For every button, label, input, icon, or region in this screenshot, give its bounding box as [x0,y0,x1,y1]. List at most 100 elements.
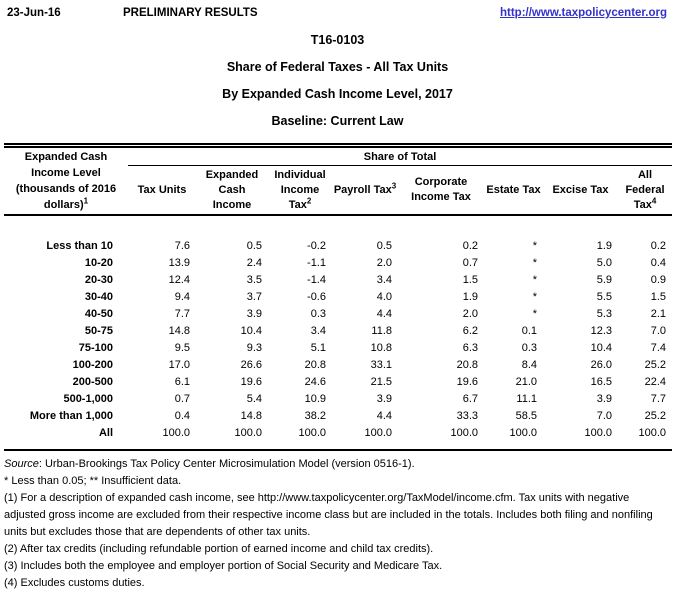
header-line: All [637,168,653,181]
cell-value: 58.5 [515,409,537,422]
superscript: 1 [83,196,89,206]
cell-value: 5.9 [596,273,612,286]
cell-value: -1.4 [307,273,326,286]
cell-value: * [532,273,537,286]
cell-value: 4.0 [376,290,392,303]
cell-value: 3.4 [376,273,392,286]
cell-value: 20.8 [456,358,478,371]
cell-value: 3.9 [596,392,612,405]
cell-value: 21.5 [370,375,392,388]
cell-value: 7.7 [174,307,190,320]
cell-value: 3.7 [246,290,262,303]
col-header-corporate-income-tax: Corporate Income Tax [398,165,484,216]
cell-value: 0.3 [521,341,537,354]
table-row: 40-50 7.7 3.9 0.3 4.4 2.0 * 5.3 2.1 [4,305,672,322]
header-line: Income [212,198,252,211]
footnote-4: (4) Excludes customs duties. [4,577,145,589]
table-row: 10-20 13.9 2.4 -1.1 2.0 0.7 * 5.0 0.4 [4,254,672,271]
table-row: Less than 10 7.6 0.5 -0.2 0.5 0.2 * 1.9 0.2 [4,237,672,254]
cell-value: 5.1 [310,341,326,354]
header-line: Tax2 [288,195,312,211]
cell-value: 22.4 [644,375,667,388]
income-row-label: 20-30 [84,273,113,286]
cell-value: 5.5 [596,290,612,303]
cell-value: 6.2 [462,324,478,337]
cell-value: 5.3 [596,307,612,320]
header-line: Tax4 [633,195,657,211]
cell-value: 2.0 [462,307,478,320]
cell-value: 0.3 [310,307,326,320]
income-row-label: 200-500 [72,375,113,388]
footnote-2: (2) After tax credits (including refunda… [4,543,434,555]
income-row-label: 30-40 [84,290,113,303]
header-line: Expanded [205,168,259,181]
cell-value: 13.9 [168,256,190,269]
cell-value: 11.8 [371,324,392,337]
cell-value: 38.2 [304,409,326,422]
cell-value: 24.6 [304,375,326,388]
income-row-label: 40-50 [84,307,113,320]
cell-value: 100.0 [450,426,478,439]
income-row-label: Less than 10 [46,239,113,252]
cell-value: 19.6 [456,375,478,388]
cell-value: 0.4 [174,409,190,422]
cell-value: 3.5 [246,273,262,286]
income-row-label: 50-75 [84,324,113,337]
header-line: Individual [274,168,326,181]
cell-value: 0.7 [174,392,190,405]
spacer-row [4,441,672,450]
table-row: 200-500 6.1 19.6 24.6 21.5 19.6 21.0 16.5 22.4 [4,373,672,390]
cell-value: 1.5 [462,273,478,286]
table-row: More than 1,000 0.4 14.8 38.2 4.4 33.3 58.5 7.0… [4,407,672,424]
source-text: : Urban-Brookings Tax Policy Center Micr… [38,458,415,470]
preliminary-results-label: PRELIMINARY RESULTS [123,7,258,19]
cell-value: -0.6 [307,290,326,303]
cell-value: 10.9 [304,392,326,405]
cell-value: 2.4 [246,256,262,269]
superscript: 3 [391,180,397,190]
cell-value: 100.0 [509,426,537,439]
header-line: (thousands of 2016 [15,183,117,195]
col-header-expanded-cash-income: Expanded Cash Income [196,165,268,216]
cell-value: 5.0 [596,256,612,269]
cell-value: 0.7 [462,256,478,269]
title-block: T16-0103 Share of Federal Taxes - All Ta… [0,27,675,135]
cell-value: 8.4 [521,358,537,371]
income-row-label: All [98,426,113,439]
cell-value: 3.9 [376,392,392,405]
cell-value: 26.6 [240,358,262,371]
cell-value: * [532,307,537,320]
table-row: 100-200 17.0 26.6 20.8 33.1 20.8 8.4 26.0 25.2 [4,356,672,373]
cell-value: 1.9 [596,239,612,252]
date-text: 23-Jun-16 [7,7,61,19]
income-row-label: 75-100 [78,341,113,354]
baseline-label: Baseline: Current Law [271,114,404,128]
cell-value: 10.4 [590,341,612,354]
cell-value: 20.8 [304,358,326,371]
cell-value: 12.4 [168,273,190,286]
footnote-1: (1) For a description of expanded cash i… [4,492,653,538]
cell-value: * [532,256,537,269]
cell-value: 9.3 [246,341,262,354]
header-line: Payroll Tax3 [333,180,397,196]
cell-value: -1.1 [307,256,326,269]
col-header-estate-tax: Estate Tax [484,165,543,216]
cell-value: 33.1 [370,358,392,371]
income-level-header: Expanded Cash Income Level (thousands of… [4,145,128,216]
site-link[interactable]: http://www.taxpolicycenter.org [500,7,667,19]
cell-value: 1.5 [650,290,667,303]
cell-value: 2.0 [376,256,392,269]
cell-value: 21.0 [515,375,537,388]
cell-value: 3.9 [246,307,262,320]
income-row-label: 10-20 [84,256,113,269]
table-row: 500-1,000 0.7 5.4 10.9 3.9 6.7 11.1 3.9 7.7 [4,390,672,407]
header-line: Tax Units [137,183,187,196]
cell-value: -0.2 [307,239,326,252]
cell-value: 25.2 [644,409,667,422]
asterisk-note: * Less than 0.05; ** Insufficient data. [4,475,182,487]
table-subtitle: By Expanded Cash Income Level, 2017 [222,87,453,101]
income-row-label: 100-200 [72,358,113,371]
cell-value: 4.4 [376,409,392,422]
cell-value: 7.0 [650,324,667,337]
cell-value: 1.9 [462,290,478,303]
